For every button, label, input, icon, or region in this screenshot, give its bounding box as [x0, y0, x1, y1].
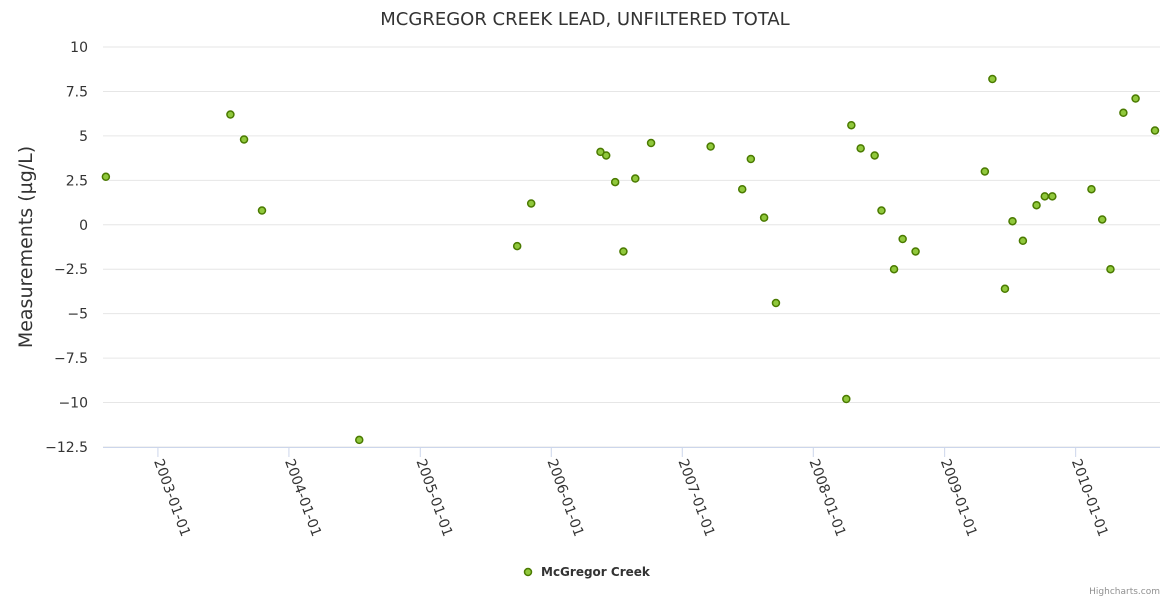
- data-point[interactable]: [610, 177, 620, 187]
- x-tick-label: 2010-01-01: [1068, 457, 1111, 539]
- data-point[interactable]: [889, 264, 899, 274]
- y-tick-label: 5: [79, 129, 88, 145]
- y-tick-label: 2.5: [66, 173, 88, 189]
- chart-title: MCGREGOR CREEK LEAD, UNFILTERED TOTAL: [380, 9, 789, 30]
- data-point[interactable]: [646, 138, 656, 148]
- x-tick-label: 2008-01-01: [806, 457, 849, 539]
- data-point[interactable]: [1131, 94, 1140, 103]
- data-point[interactable]: [1048, 192, 1057, 201]
- data-point[interactable]: [988, 74, 997, 84]
- data-point[interactable]: [619, 247, 628, 256]
- data-point[interactable]: [980, 167, 990, 176]
- data-point[interactable]: [355, 435, 364, 445]
- data-point[interactable]: [1119, 108, 1128, 118]
- data-point[interactable]: [1087, 184, 1096, 194]
- data-point[interactable]: [856, 144, 865, 153]
- y-tick-label: 7.5: [66, 84, 88, 100]
- data-point[interactable]: [1150, 126, 1160, 135]
- x-tick-label: 2005-01-01: [413, 457, 456, 539]
- data-point[interactable]: [1106, 264, 1115, 274]
- y-tick-label: −12.5: [45, 440, 88, 456]
- data-points: [101, 74, 1160, 445]
- data-point[interactable]: [226, 110, 235, 119]
- y-tick-label: 10: [70, 40, 88, 56]
- x-tick-label: 2004-01-01: [281, 457, 324, 539]
- y-tick-label: −10: [58, 396, 88, 412]
- grid-lines: [103, 46, 1160, 448]
- legend[interactable]: McGregor Creek: [523, 565, 651, 579]
- data-point[interactable]: [1018, 236, 1028, 246]
- data-point[interactable]: [601, 151, 611, 160]
- data-point[interactable]: [911, 247, 920, 256]
- x-tick-label: 2007-01-01: [675, 457, 718, 539]
- legend-item-label[interactable]: McGregor Creek: [541, 565, 651, 579]
- y-tick-label: −7.5: [54, 351, 88, 367]
- y-tick-label: 0: [79, 218, 88, 234]
- data-point[interactable]: [1032, 200, 1041, 210]
- data-point[interactable]: [101, 172, 111, 182]
- legend-marker-icon[interactable]: [523, 567, 533, 577]
- data-point[interactable]: [631, 174, 640, 183]
- data-point[interactable]: [898, 234, 907, 244]
- x-tick-label: 2003-01-01: [150, 457, 193, 539]
- data-point[interactable]: [1008, 216, 1017, 226]
- credits-link[interactable]: Highcharts.com: [1089, 587, 1160, 597]
- data-point[interactable]: [239, 135, 249, 144]
- y-axis-label: Measurements (µg/L): [15, 146, 37, 348]
- data-point[interactable]: [1097, 215, 1107, 224]
- data-point[interactable]: [512, 241, 522, 251]
- x-axis-ticks: 2003-01-01 2004-01-01 2005-01-01 2006-01-01…: [150, 447, 1111, 539]
- data-point[interactable]: [257, 206, 267, 215]
- data-point[interactable]: [1000, 284, 1010, 294]
- data-point[interactable]: [1040, 192, 1050, 201]
- data-point[interactable]: [847, 120, 856, 130]
- data-point[interactable]: [526, 199, 536, 208]
- x-tick-label: 2009-01-01: [937, 457, 980, 539]
- data-point[interactable]: [746, 154, 756, 164]
- x-tick-label: 2006-01-01: [544, 457, 587, 539]
- data-point[interactable]: [877, 206, 886, 215]
- data-point[interactable]: [842, 394, 851, 404]
- y-axis-ticks: 10 7.5 5 2.5 0 −2.5 −5 −7.5 −10 −12.5: [45, 40, 88, 456]
- data-point[interactable]: [771, 298, 781, 308]
- y-tick-label: −2.5: [54, 262, 88, 278]
- data-point[interactable]: [737, 184, 747, 194]
- data-point[interactable]: [759, 213, 769, 222]
- data-point[interactable]: [870, 151, 879, 160]
- data-point[interactable]: [706, 142, 715, 151]
- y-tick-label: −5: [67, 307, 88, 323]
